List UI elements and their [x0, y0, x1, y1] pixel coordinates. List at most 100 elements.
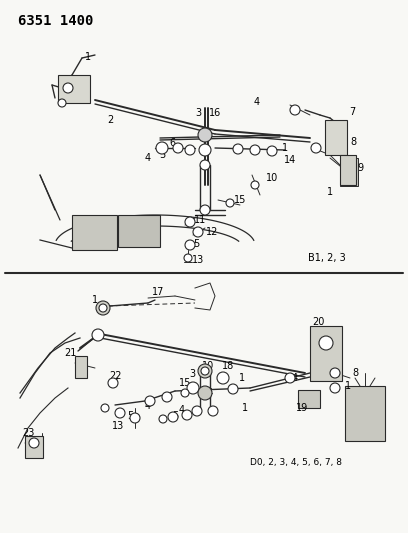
Text: 8: 8	[350, 137, 356, 147]
Circle shape	[182, 410, 192, 420]
Text: 1: 1	[327, 187, 333, 197]
Circle shape	[193, 227, 203, 237]
Circle shape	[63, 83, 73, 93]
Circle shape	[185, 145, 195, 155]
Text: 4: 4	[254, 97, 260, 107]
Bar	[325, 120, 347, 155]
Circle shape	[159, 415, 167, 423]
Circle shape	[201, 367, 209, 375]
Circle shape	[96, 301, 110, 315]
Circle shape	[156, 142, 168, 154]
Circle shape	[319, 336, 333, 350]
Circle shape	[200, 205, 210, 215]
Text: 10: 10	[266, 173, 278, 183]
Circle shape	[168, 412, 178, 422]
Circle shape	[58, 99, 66, 107]
Circle shape	[115, 408, 125, 418]
Text: 13: 13	[192, 255, 204, 265]
Circle shape	[29, 438, 39, 448]
Circle shape	[99, 304, 107, 312]
Text: 1: 1	[242, 403, 248, 413]
Bar	[340, 158, 358, 186]
Text: 7: 7	[349, 107, 355, 117]
Text: 4: 4	[145, 153, 151, 163]
Text: 9: 9	[357, 163, 363, 173]
Bar	[58, 75, 90, 103]
Circle shape	[101, 404, 109, 412]
Text: 1: 1	[85, 52, 91, 62]
Circle shape	[198, 364, 212, 378]
Text: B1, 2, 3: B1, 2, 3	[308, 253, 346, 263]
Circle shape	[185, 217, 195, 227]
Bar	[310, 326, 342, 381]
Circle shape	[217, 372, 229, 384]
Text: 4: 4	[179, 405, 185, 415]
Text: 1: 1	[92, 295, 98, 305]
Text: 13: 13	[112, 421, 124, 431]
Text: 4: 4	[145, 401, 151, 411]
Circle shape	[251, 181, 259, 189]
Circle shape	[200, 160, 210, 170]
Circle shape	[92, 329, 104, 341]
Circle shape	[145, 396, 155, 406]
Circle shape	[198, 128, 212, 142]
Circle shape	[198, 386, 212, 400]
Text: 5: 5	[127, 411, 133, 421]
Circle shape	[285, 373, 295, 383]
Circle shape	[192, 406, 202, 416]
Text: 11: 11	[194, 215, 206, 225]
Text: 10: 10	[202, 361, 214, 371]
Circle shape	[173, 143, 183, 153]
Text: 22: 22	[109, 371, 121, 381]
Circle shape	[130, 413, 140, 423]
Text: 5: 5	[159, 150, 165, 160]
Circle shape	[228, 384, 238, 394]
Text: 3: 3	[189, 369, 195, 379]
Text: 5: 5	[193, 239, 199, 249]
Text: 17: 17	[152, 287, 164, 297]
Text: 5: 5	[172, 411, 178, 421]
Text: 16: 16	[209, 108, 221, 118]
Text: 21: 21	[64, 348, 76, 358]
Text: 4: 4	[292, 373, 298, 383]
Text: 12: 12	[206, 227, 218, 237]
Text: 1: 1	[282, 143, 288, 153]
Circle shape	[185, 240, 195, 250]
Circle shape	[187, 382, 199, 394]
Text: 6: 6	[159, 415, 165, 425]
Text: 3: 3	[195, 108, 201, 118]
Bar	[345, 386, 385, 441]
Text: 1: 1	[345, 381, 351, 391]
Bar	[340, 155, 356, 185]
Circle shape	[226, 199, 234, 207]
Circle shape	[311, 143, 321, 153]
Text: 2: 2	[107, 115, 113, 125]
Text: 8: 8	[352, 368, 358, 378]
Text: 15: 15	[179, 378, 191, 388]
Bar	[75, 356, 87, 378]
Bar	[25, 436, 43, 458]
Circle shape	[250, 145, 260, 155]
Circle shape	[330, 383, 340, 393]
Text: 6: 6	[169, 138, 175, 148]
Circle shape	[184, 254, 192, 262]
Circle shape	[162, 392, 172, 402]
Circle shape	[199, 144, 211, 156]
Circle shape	[233, 144, 243, 154]
Text: 15: 15	[234, 195, 246, 205]
Bar	[298, 390, 320, 408]
Circle shape	[208, 406, 218, 416]
Circle shape	[181, 389, 189, 397]
Circle shape	[108, 378, 118, 388]
Bar	[118, 215, 160, 247]
Bar	[72, 215, 117, 250]
Text: 23: 23	[22, 428, 34, 438]
Circle shape	[267, 146, 277, 156]
Circle shape	[330, 368, 340, 378]
Text: D0, 2, 3, 4, 5, 6, 7, 8: D0, 2, 3, 4, 5, 6, 7, 8	[250, 458, 342, 467]
Text: 14: 14	[284, 155, 296, 165]
Text: 14: 14	[202, 388, 214, 398]
Text: 6351 1400: 6351 1400	[18, 14, 93, 28]
Text: 1: 1	[239, 373, 245, 383]
Text: 19: 19	[296, 403, 308, 413]
